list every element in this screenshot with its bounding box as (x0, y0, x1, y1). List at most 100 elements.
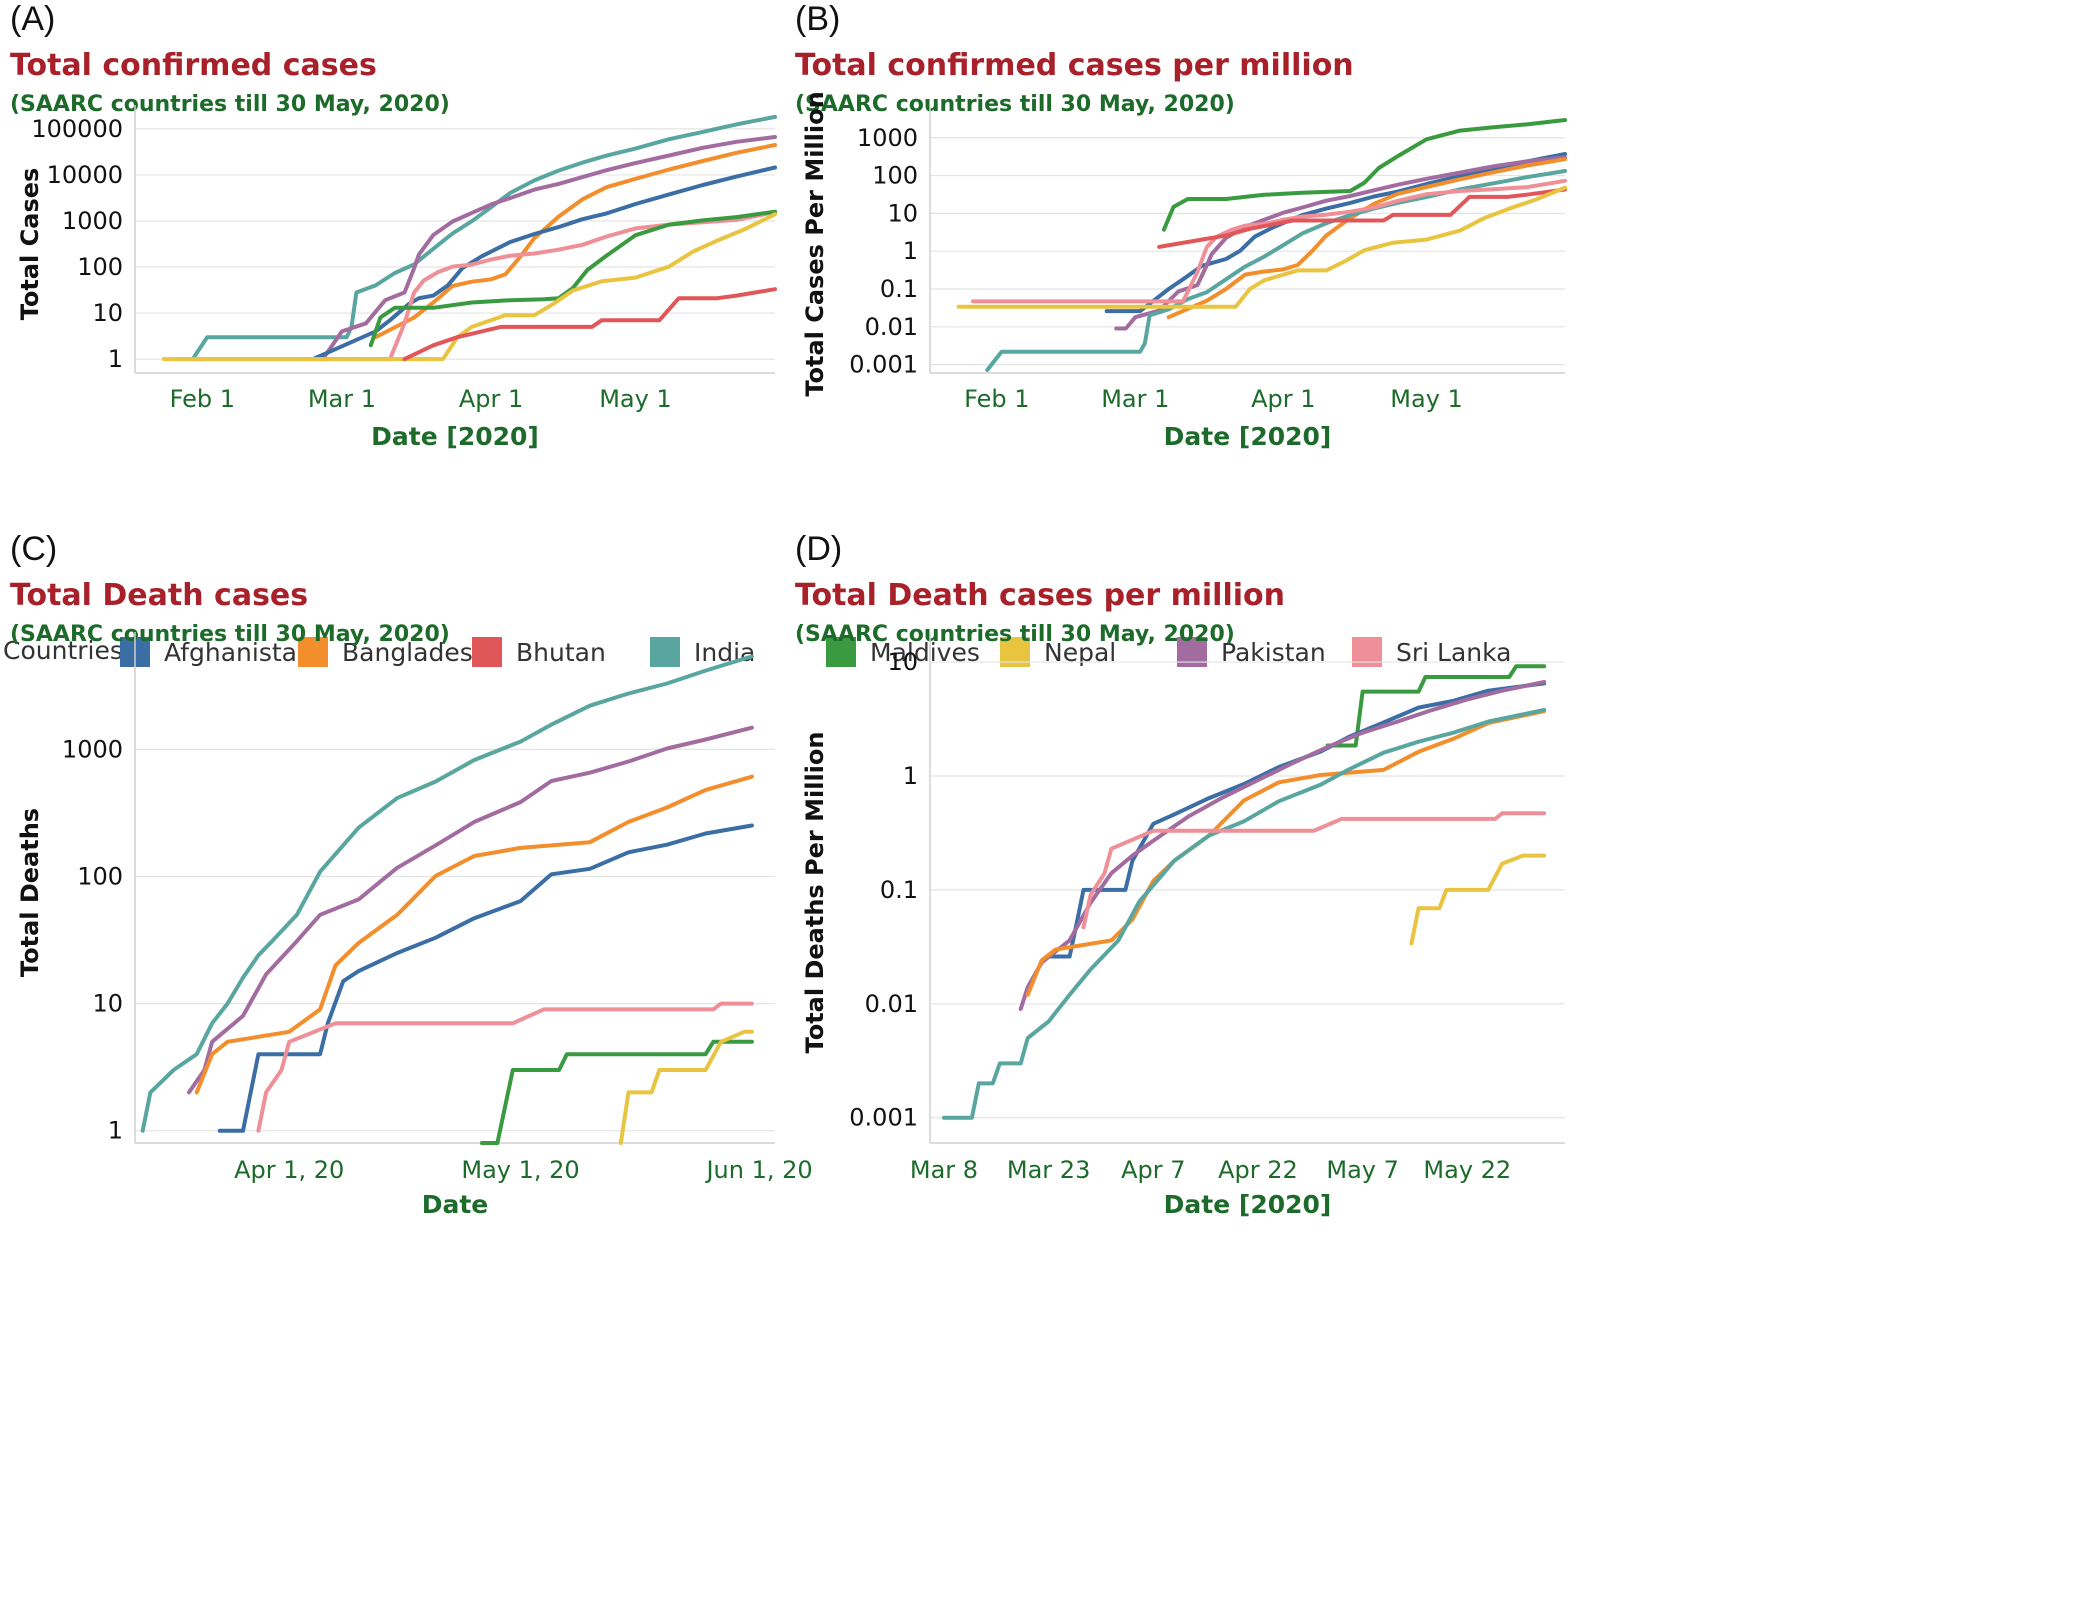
series-line-pakistan (320, 135, 777, 362)
panel-label: (D) (795, 530, 843, 568)
x-tick-label: Apr 1, 20 (234, 1156, 344, 1184)
y-tick-label: 100000 (31, 115, 123, 143)
x-axis-title: Date [2020] (371, 422, 539, 451)
x-tick-label: Mar 1 (308, 385, 376, 413)
x-tick-label: Mar 8 (910, 1156, 978, 1184)
y-axis-title: Total Deaths Per Million (801, 732, 829, 1054)
x-tick-label: May 7 (1326, 1156, 1399, 1184)
x-tick-label: Feb 1 (964, 385, 1029, 413)
x-tick-label: Mar 23 (1007, 1156, 1090, 1184)
series-line-india (942, 707, 1547, 1120)
y-tick-label: 10 (92, 299, 123, 327)
legend-label: Bangladesh (342, 637, 489, 667)
y-tick-label: 0.1 (880, 275, 918, 303)
y-tick-label: 0.001 (849, 351, 918, 379)
series-line-nepal (161, 212, 777, 362)
series-line-sri-lanka (971, 178, 1567, 304)
y-axis-title: Total Cases Per Million (801, 91, 829, 396)
legend-item-india: India (650, 632, 755, 672)
series-line-india (140, 654, 754, 1133)
legend-swatch (650, 637, 680, 667)
series-line-afghanistan (1104, 152, 1567, 314)
chart-a-svg: 100000 10000 1000 100 10 1 Feb 1 Mar 1 Apr 1 May … (16, 105, 777, 451)
series-line-maldives (1161, 118, 1567, 232)
series-line-bangladesh (373, 143, 777, 340)
chart-subtitle: (SAARC countries till 30 May, 2020) (10, 622, 450, 647)
series-line-sri-lanka (256, 1001, 754, 1133)
gridlines (135, 748, 775, 1132)
panel-label: (B) (795, 0, 841, 38)
x-tick-label: Jun 1, 20 (704, 1156, 812, 1184)
x-axis-title: Date (422, 1190, 489, 1219)
series-line-maldives (480, 1039, 754, 1145)
chart-title: Total Death cases per million (795, 578, 1285, 613)
y-tick-label: 0.01 (865, 990, 918, 1018)
series-line-nepal (956, 185, 1567, 309)
legend-item-bangladesh: Bangladesh (298, 632, 489, 672)
panel-label: (C) (10, 530, 58, 568)
x-tick-label: Mar 1 (1101, 385, 1169, 413)
y-tick-label: 1 (903, 762, 918, 790)
x-tick-label: May 1 (599, 385, 672, 413)
x-tick-label: Apr 1 (1251, 385, 1315, 413)
series-line-india (190, 114, 777, 362)
y-axis-title: Total Deaths (16, 808, 44, 977)
y-tick-label: 1000 (62, 735, 123, 763)
chart-subtitle: (SAARC countries till 30 May, 2020) (795, 622, 1235, 647)
series-line-afghanistan (311, 165, 777, 362)
x-tick-label: May 22 (1423, 1156, 1511, 1184)
series-group (140, 654, 754, 1145)
chart-d-svg: 10 1 0.1 0.01 0.001 Mar 8 Mar 23 Apr 7 Apr 22 May… (801, 632, 1565, 1219)
series-line-afghanistan (1046, 681, 1547, 959)
series-group (942, 664, 1547, 1120)
y-tick-label: 100 (872, 162, 918, 190)
y-tick-label: 0.1 (880, 876, 918, 904)
y-tick-label: 1000 (62, 207, 123, 235)
chart-title: Total confirmed cases per million (795, 48, 1354, 83)
series-group (956, 118, 1567, 372)
series-line-pakistan (1018, 679, 1547, 1011)
y-tick-label: 0.01 (865, 313, 918, 341)
gridlines (135, 128, 775, 360)
y-tick-label: 0.001 (849, 1104, 918, 1132)
legend-label: India (694, 637, 756, 667)
y-tick-label: 10 (887, 648, 918, 676)
legend-label: Bhutan (516, 637, 606, 667)
series-line-pakistan (187, 725, 754, 1095)
x-tick-label: Apr 22 (1218, 1156, 1298, 1184)
x-tick-label: Apr 7 (1121, 1156, 1185, 1184)
legend-swatch (472, 637, 502, 667)
chart-b-svg: 1000 100 10 1 0.1 0.01 0.001 Feb 1 Mar 1 Apr 1 May… (801, 91, 1567, 451)
chart-panel-a: (A) Total confirmed cases (SAARC countri… (10, 0, 790, 460)
legend-swatch (298, 637, 328, 667)
series-group (161, 114, 777, 362)
series-line-bangladesh (194, 774, 754, 1095)
series-line-nepal (618, 1029, 754, 1145)
series-line-sri-lanka (1081, 811, 1547, 930)
y-tick-label: 10000 (47, 161, 123, 189)
series-line-bangladesh (1166, 157, 1567, 320)
y-tick-label: 10 (92, 990, 123, 1018)
chart-subtitle: (SAARC countries till 30 May, 2020) (10, 92, 450, 117)
chart-panel-b: (B) Total confirmed cases per million (S… (795, 0, 1575, 460)
chart-c-svg: 1000 100 10 1 Apr 1, 20 May 1, 20 Jun 1, 20 Dat… (16, 632, 813, 1219)
legend-title: Countries (3, 636, 123, 665)
panel-label: (A) (10, 0, 56, 38)
y-axis-title: Total Cases (16, 168, 44, 321)
legend-swatch (826, 637, 856, 667)
series-line-bhutan (1157, 187, 1567, 249)
legend-label: Afghanistan (164, 637, 313, 667)
chart-title: Total Death cases (10, 578, 309, 613)
x-tick-label: Apr 1 (459, 385, 523, 413)
chart-panel-d: (D) Total Death cases per million (SAARC… (795, 530, 1575, 1610)
series-line-afghanistan (217, 823, 754, 1133)
chart-panel-c: (C) Total Death cases (SAARC countries t… (10, 530, 813, 1610)
x-tick-label: Feb 1 (170, 385, 235, 413)
legend-item-bhutan: Bhutan (472, 632, 606, 672)
x-axis-title: Date [2020] (1164, 422, 1332, 451)
y-tick-label: 10 (887, 199, 918, 227)
chart-subtitle: (SAARC countries till 30 May, 2020) (795, 92, 1235, 117)
y-tick-label: 1 (108, 1117, 123, 1145)
series-line-bhutan (402, 287, 777, 362)
x-axis-title: Date [2020] (1164, 1190, 1332, 1219)
